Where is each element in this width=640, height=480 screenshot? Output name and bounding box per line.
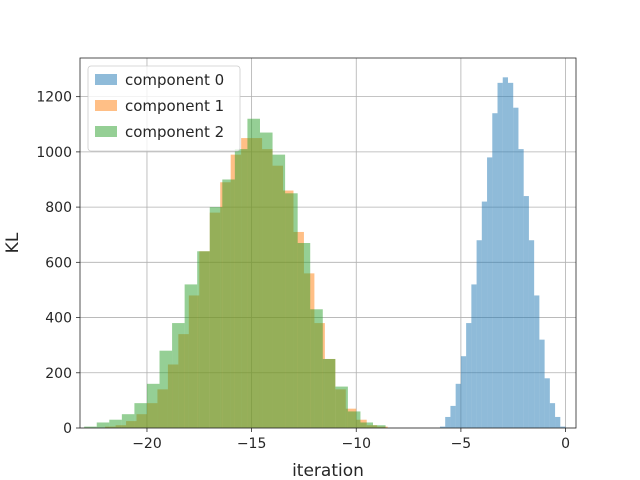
legend-swatch <box>95 126 117 137</box>
legend-swatch <box>95 100 117 111</box>
y-tick-label: 600 <box>45 255 72 271</box>
bar <box>471 284 477 428</box>
x-tick-label: −5 <box>451 436 472 452</box>
legend-label: component 1 <box>125 97 224 115</box>
plot-frame <box>79 57 577 429</box>
x-tick-label: −20 <box>132 436 162 452</box>
bar <box>445 416 451 428</box>
bar <box>439 426 446 428</box>
bar <box>372 425 386 428</box>
bar <box>184 284 198 428</box>
bar <box>507 82 514 429</box>
legend-swatch <box>95 74 117 85</box>
bar <box>539 339 545 428</box>
bar <box>544 378 550 428</box>
bar <box>466 323 472 428</box>
bar <box>487 157 493 428</box>
bar <box>109 419 122 428</box>
bar <box>481 201 488 428</box>
bar <box>259 132 273 428</box>
bar <box>513 107 519 429</box>
bar <box>209 207 223 428</box>
bar <box>528 240 535 428</box>
ticks: −20 −15 −10 −5 0 0 200 400 600 800 1000 1200 <box>36 90 570 452</box>
y-axis-label: KL <box>3 232 23 253</box>
bars <box>84 77 566 429</box>
bar <box>523 196 529 428</box>
bar <box>222 179 235 428</box>
y-tick-label: 200 <box>45 366 72 382</box>
bar <box>134 403 147 428</box>
x-tick-label: −15 <box>237 436 267 452</box>
bar <box>272 154 286 428</box>
bar <box>502 77 508 428</box>
bar <box>159 350 173 428</box>
bar <box>455 383 461 428</box>
y-tick-label: 0 <box>63 421 72 437</box>
bar <box>492 113 498 428</box>
bar <box>476 240 482 428</box>
series-2 <box>84 118 386 429</box>
bar <box>146 383 160 428</box>
bar <box>247 118 260 428</box>
bar <box>197 251 210 428</box>
bar <box>450 405 456 428</box>
bar <box>555 416 561 428</box>
bar <box>297 243 311 428</box>
legend-label: component 0 <box>125 71 224 89</box>
bar <box>335 386 348 428</box>
bar <box>518 149 524 429</box>
legend-box <box>87 65 241 152</box>
bar <box>96 422 110 428</box>
bar <box>497 82 503 429</box>
bar <box>172 323 185 428</box>
bar <box>549 403 556 428</box>
series-0 <box>439 77 566 429</box>
x-tick-label: 0 <box>561 436 570 452</box>
y-tick-label: 400 <box>45 311 72 327</box>
bar <box>347 411 361 428</box>
bar <box>285 193 298 428</box>
bar <box>460 356 467 428</box>
legend-label: component 2 <box>125 123 224 141</box>
y-tick-label: 1200 <box>36 90 72 106</box>
bar <box>84 426 97 428</box>
bar <box>360 422 373 428</box>
bar <box>234 149 248 429</box>
bar <box>322 358 336 428</box>
x-tick-label: −10 <box>341 436 371 452</box>
legend: component 0 component 1 component 2 <box>87 65 241 152</box>
x-axis-label: iteration <box>292 461 364 480</box>
bar <box>534 295 540 428</box>
bar <box>121 414 135 428</box>
bar <box>560 426 566 428</box>
bar <box>310 309 323 428</box>
y-tick-label: 800 <box>45 200 72 216</box>
y-tick-label: 1000 <box>36 145 72 161</box>
